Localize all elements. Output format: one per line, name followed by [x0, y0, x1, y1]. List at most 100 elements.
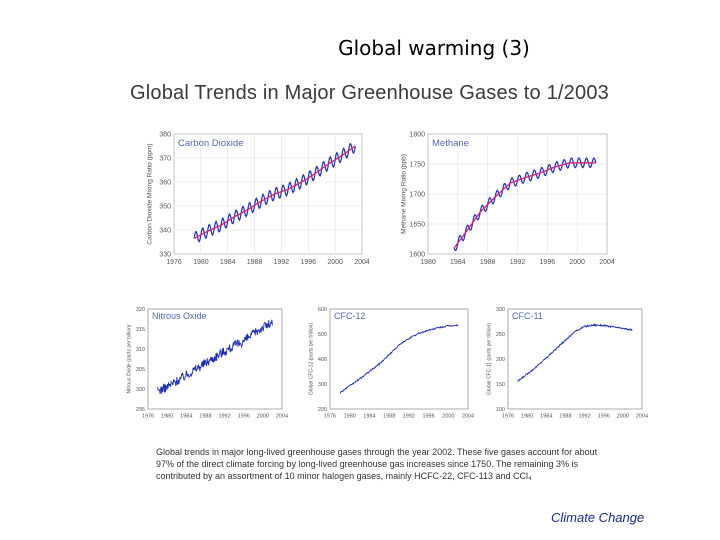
x-tick-label: 1980: [193, 259, 209, 266]
panel-label: Methane: [432, 138, 469, 149]
methane-chart: 1980 1984 1988 1992 1996 2000 2004 1600 1650 1700…: [390, 130, 615, 270]
caption-line: Global trends in major long-lived greenh…: [156, 447, 598, 457]
x-tick-label: 1976: [502, 414, 514, 420]
cfc11-chart: 1976 1980 1984 1988 1992 1996 2000 2004 100 150 20…: [478, 305, 648, 423]
x-tick-label: 1996: [540, 259, 556, 266]
chart-svg: 1976 1980 1984 1988 1992 1996 2000 2004 100 150 20…: [486, 307, 648, 420]
measured-series-line: [339, 324, 459, 394]
co2-chart: 1976 1980 1984 1988 1992 1996 2000 2004 330 340 35…: [140, 130, 370, 270]
panel-label: CFC-11: [512, 311, 543, 321]
x-tick-label: 1976: [166, 259, 182, 266]
x-tick-label: 1996: [598, 414, 610, 420]
y-tick-label: 300: [496, 307, 505, 313]
y-axis-label: Global CFC-12 (parts per trillion): [308, 323, 314, 396]
x-tick-label: 1996: [238, 414, 250, 420]
x-tick-label: 1976: [324, 414, 336, 420]
y-tick-label: 380: [159, 131, 171, 138]
x-tick-label: 2000: [257, 414, 269, 420]
x-tick-label: 2004: [276, 414, 288, 420]
y-tick-label: 330: [159, 251, 171, 258]
plot-area: [329, 308, 469, 410]
x-tick-label: 1984: [363, 414, 375, 420]
x-tick-label: 1988: [247, 259, 263, 266]
x-tick-label: 1984: [180, 414, 192, 420]
y-tick-label: 1700: [409, 191, 425, 198]
trend-line: [193, 145, 356, 239]
x-tick-label: 1996: [422, 414, 434, 420]
y-tick-label: 400: [318, 357, 327, 363]
y-axis-label: Nitrous Oxide (parts per billion): [126, 324, 132, 393]
y-tick-label: 315: [136, 327, 145, 333]
chart-svg: 1976 1980 1984 1988 1992 1996 2000 2004 295 300 30…: [126, 307, 288, 420]
y-tick-label: 320: [136, 307, 145, 313]
y-tick-label: 500: [318, 332, 327, 338]
plot-area: [173, 133, 363, 255]
y-tick-label: 370: [159, 155, 171, 162]
chart-svg: 1976 1980 1984 1988 1992 1996 2000 2004 200 300 40…: [308, 307, 474, 420]
x-tick-label: 1992: [510, 259, 526, 266]
chart-svg: 1976 1980 1984 1988 1992 1996 2000 2004 330 340 35…: [147, 131, 370, 266]
x-tick-label: 1984: [540, 414, 552, 420]
x-tick-label: 1988: [383, 414, 395, 420]
y-axis-label: Carbon Dioxide Mixing Ratio (ppm): [147, 143, 154, 244]
y-tick-label: 300: [318, 382, 327, 388]
plot-area: [507, 308, 643, 410]
slide-title: Global warming (3): [338, 36, 530, 60]
x-tick-label: 1988: [559, 414, 571, 420]
y-tick-label: 310: [136, 347, 145, 353]
nitrous-oxide-chart: 1976 1980 1984 1988 1992 1996 2000 2004 295 300 30…: [118, 305, 288, 423]
y-tick-label: 350: [159, 203, 171, 210]
caption-line: contributed by an assortment of 10 minor…: [156, 471, 532, 481]
panel-label: Nitrous Oxide: [152, 311, 207, 321]
x-tick-label: 1992: [274, 259, 290, 266]
x-tick-label: 1988: [480, 259, 496, 266]
y-tick-label: 1750: [409, 161, 425, 168]
x-tick-label: 1980: [521, 414, 533, 420]
figure-heading: Global Trends in Major Greenhouse Gases …: [130, 82, 609, 104]
y-tick-label: 1800: [409, 131, 425, 138]
figure-caption: Global trends in major long-lived greenh…: [156, 446, 656, 482]
x-tick-label: 2004: [462, 414, 474, 420]
x-tick-label: 1980: [344, 414, 356, 420]
y-tick-label: 340: [159, 227, 171, 234]
x-tick-label: 1980: [161, 414, 173, 420]
panel-label: Carbon Dioxide: [178, 138, 243, 149]
x-tick-label: 1996: [300, 259, 316, 266]
x-tick-label: 1984: [450, 259, 466, 266]
y-tick-label: 100: [496, 407, 505, 413]
x-tick-label: 2004: [636, 414, 648, 420]
panel-label: CFC-12: [334, 311, 366, 321]
x-tick-label: 1988: [199, 414, 211, 420]
measured-series-line: [157, 319, 273, 394]
y-tick-label: 360: [159, 179, 171, 186]
caption-line: 97% of the direct climate forcing by lon…: [156, 459, 579, 469]
y-tick-label: 295: [136, 407, 145, 413]
x-tick-label: 2004: [599, 259, 615, 266]
x-tick-label: 1992: [578, 414, 590, 420]
x-tick-label: 2000: [442, 414, 454, 420]
y-tick-label: 200: [318, 407, 327, 413]
y-axis-label: Global CFC-11 (parts per trillion): [486, 323, 492, 395]
measured-series-line: [517, 323, 633, 382]
x-tick-label: 2004: [354, 259, 370, 266]
x-tick-label: 2000: [617, 414, 629, 420]
y-tick-label: 1600: [409, 251, 425, 258]
footer-label: Climate Change: [551, 510, 645, 525]
y-tick-label: 305: [136, 367, 145, 373]
x-tick-label: 2000: [327, 259, 343, 266]
cfc12-chart: 1976 1980 1984 1988 1992 1996 2000 2004 200 300 40…: [300, 305, 474, 423]
y-tick-label: 200: [496, 357, 505, 363]
x-tick-label: 1984: [220, 259, 236, 266]
x-tick-label: 1992: [218, 414, 230, 420]
x-tick-label: 1980: [420, 259, 436, 266]
y-tick-label: 1650: [409, 221, 425, 228]
chart-svg: 1980 1984 1988 1992 1996 2000 2004 1600 1650 1700…: [401, 131, 615, 266]
x-tick-label: 1976: [142, 414, 154, 420]
y-tick-label: 600: [318, 307, 327, 313]
y-tick-label: 300: [136, 387, 145, 393]
y-tick-label: 250: [496, 332, 505, 338]
y-axis-label: Methane Mixing Ratio (ppb): [401, 154, 408, 234]
trend-line: [453, 162, 596, 249]
x-tick-label: 2000: [569, 259, 585, 266]
x-tick-label: 1992: [403, 414, 415, 420]
